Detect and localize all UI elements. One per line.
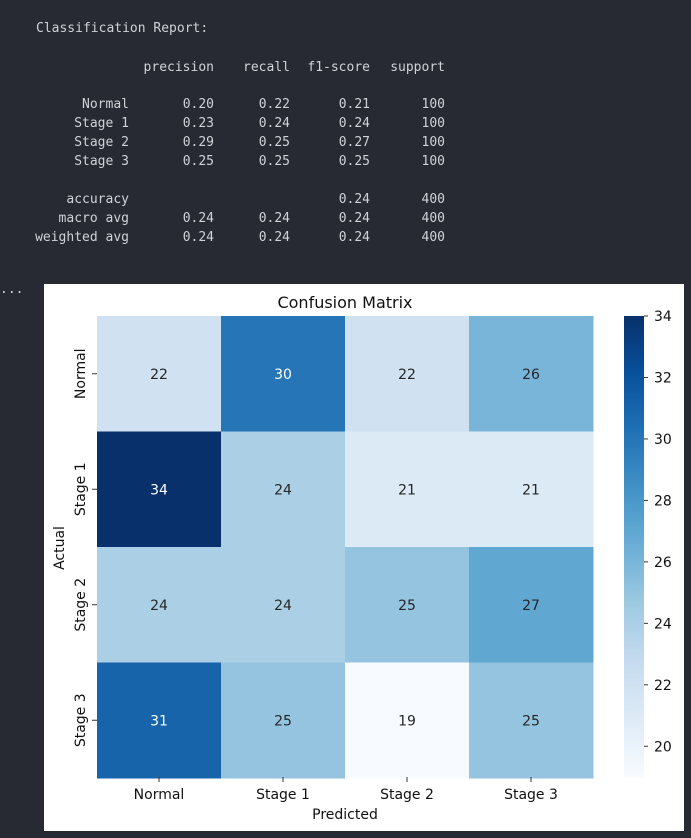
report-summary-label: weighted avg: [35, 230, 129, 245]
report-cell: 100: [421, 97, 445, 112]
report-cell: 0.24: [338, 192, 370, 207]
heatmap-cell: [97, 431, 222, 548]
heatmap-cell: [345, 547, 470, 663]
report-cell: 0.20: [182, 97, 214, 112]
report-row-label: Stage 1: [74, 116, 129, 131]
report-cell: 0.21: [338, 97, 370, 112]
classification-report: Classification Report: precision recall …: [0, 0, 691, 262]
colorbar-tick-label: 26: [654, 555, 672, 571]
header-recall: recall: [243, 60, 290, 75]
cell-value-label: 25: [274, 713, 292, 729]
colorbar: [624, 316, 644, 777]
cell-value-label: 34: [150, 482, 168, 498]
cell-value-label: 31: [150, 713, 168, 729]
y-tick-label: Stage 1: [73, 462, 89, 516]
y-axis-label: Actual: [52, 526, 68, 570]
report-cell: 100: [421, 154, 445, 169]
confusion-matrix-figure: Confusion Matrix 22 30 22 26 34 24 21 21 24 24 25 2…: [44, 284, 684, 831]
report-summary-label: accuracy: [66, 192, 129, 207]
colorbar-tick-label: 32: [654, 370, 672, 386]
x-tick-label: Stage 3: [504, 787, 558, 803]
report-cell: 0.25: [258, 154, 290, 169]
report-row-label: Normal: [82, 97, 129, 112]
heatmap-cell: [221, 316, 346, 432]
cell-value-label: 27: [522, 598, 540, 614]
report-row-label: Stage 3: [74, 154, 129, 169]
x-tick-label: Normal: [134, 787, 185, 803]
heatmap-cell: [345, 431, 470, 548]
colorbar-tick-label: 24: [654, 616, 672, 632]
report-summary-label: macro avg: [58, 211, 129, 226]
report-cell: 0.29: [182, 135, 214, 150]
chart-title: Confusion Matrix: [277, 293, 412, 312]
report-cell: 0.23: [182, 116, 214, 131]
heatmap-cell: [469, 547, 594, 663]
header-precision: precision: [143, 60, 214, 75]
heatmap-cell: [345, 662, 470, 779]
report-cell: 400: [421, 192, 445, 207]
report-cell: 100: [421, 116, 445, 131]
heatmap-cell: [221, 547, 346, 663]
heatmap-cell: [469, 431, 594, 548]
y-tick-label: Stage 2: [73, 578, 89, 632]
heatmap-cell: [97, 662, 222, 779]
report-cell: 0.24: [338, 211, 370, 226]
report-cell: 0.24: [182, 230, 214, 245]
cell-value-label: 22: [150, 367, 168, 383]
report-cell: 0.24: [182, 211, 214, 226]
y-tick-label: Stage 3: [73, 693, 89, 747]
report-cell: 0.24: [258, 230, 290, 245]
y-tick-label: Normal: [73, 348, 89, 399]
heatmap-cell: [345, 316, 470, 432]
x-axis-label: Predicted: [312, 807, 378, 823]
cell-value-label: 22: [398, 367, 416, 383]
report-cell: 0.24: [258, 211, 290, 226]
colorbar-tick-label: 22: [654, 678, 672, 694]
report-title: Classification Report:: [36, 21, 209, 36]
report-cell: 0.24: [258, 116, 290, 131]
heatmap-cell: [469, 662, 594, 779]
heatmap-cell: [97, 316, 222, 432]
report-cell: 400: [421, 230, 445, 245]
report-cell: 100: [421, 135, 445, 150]
colorbar-tick-label: 34: [654, 309, 672, 325]
colorbar-tick-label: 28: [654, 493, 672, 509]
confusion-matrix-chart: Confusion Matrix 22 30 22 26 34 24 21 21 24 24 25 2…: [52, 293, 672, 823]
cell-value-label: 24: [150, 598, 168, 614]
cell-value-label: 24: [274, 598, 292, 614]
report-cell: 0.25: [182, 154, 214, 169]
cell-value-label: 25: [398, 598, 416, 614]
x-tick-label: Stage 1: [256, 787, 310, 803]
report-cell: 0.24: [338, 230, 370, 245]
report-cell: 0.22: [258, 97, 290, 112]
heatmap-cell: [469, 316, 594, 432]
colorbar-tick-label: 20: [654, 739, 672, 755]
cell-value-label: 24: [274, 482, 292, 498]
heatmap-cell: [221, 662, 346, 779]
report-cell: 0.25: [258, 135, 290, 150]
heatmap-cell: [97, 547, 222, 663]
report-cell: 400: [421, 211, 445, 226]
heatmap-cell: [221, 431, 346, 548]
cell-value-label: 19: [398, 713, 416, 729]
report-cell: 0.25: [338, 154, 370, 169]
colorbar-tick-label: 30: [654, 432, 672, 448]
x-tick-label: Stage 2: [380, 787, 434, 803]
cell-value-label: 21: [522, 482, 540, 498]
cell-value-label: 25: [522, 713, 540, 729]
cell-value-label: 30: [274, 367, 292, 383]
output-ellipsis: ...: [0, 282, 24, 297]
cell-value-label: 26: [522, 367, 540, 383]
header-support: support: [390, 60, 445, 75]
cell-value-label: 21: [398, 482, 416, 498]
report-cell: 0.27: [338, 135, 370, 150]
header-f1-score: f1-score: [307, 60, 370, 75]
report-cell: 0.24: [338, 116, 370, 131]
report-row-label: Stage 2: [74, 135, 129, 150]
